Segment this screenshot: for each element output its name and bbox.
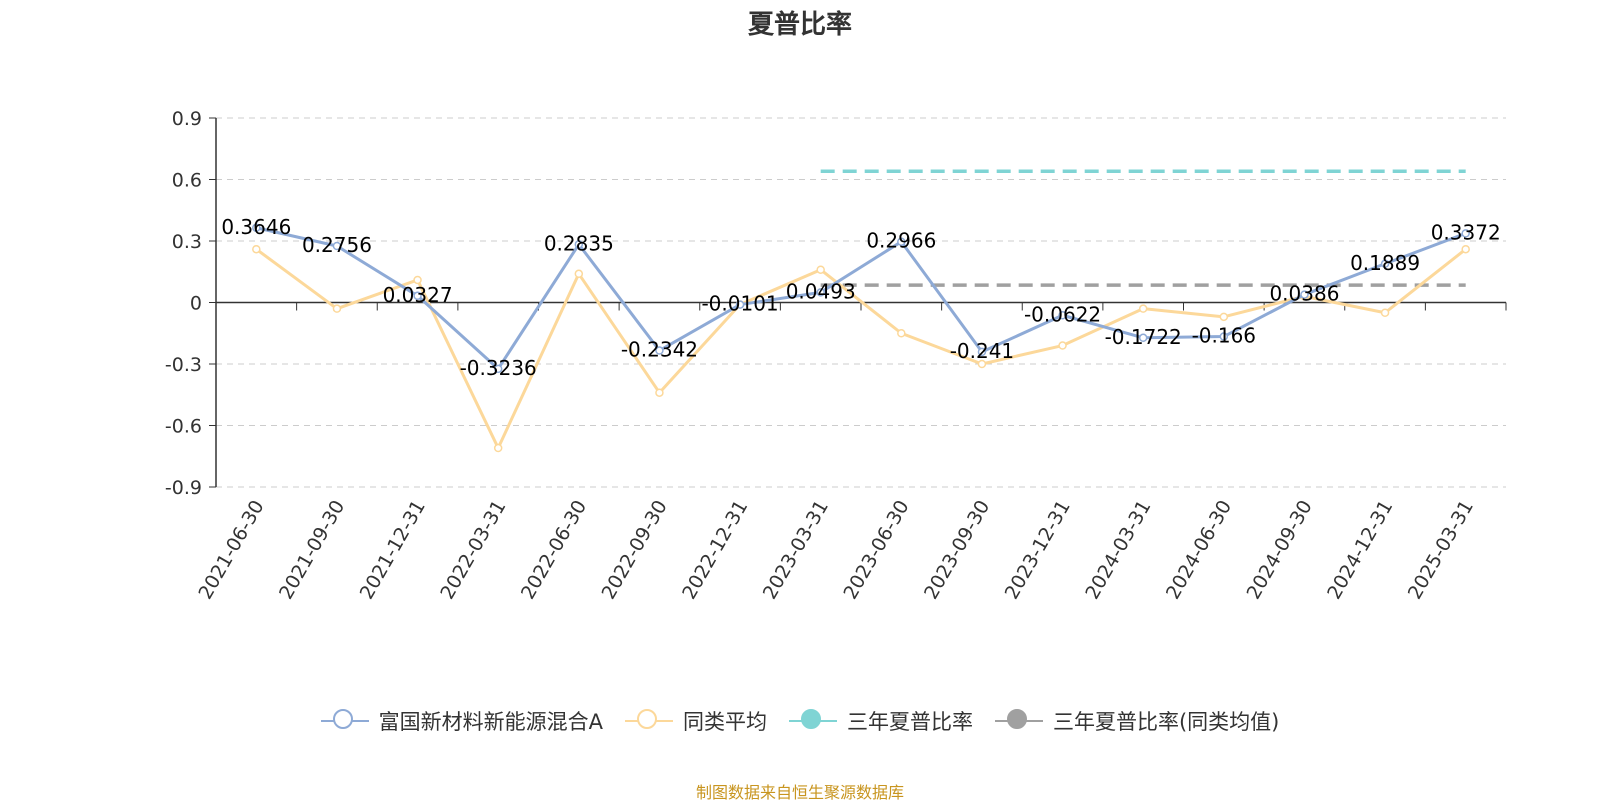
data-label: 0.3372	[1431, 220, 1501, 244]
x-tick-label: 2021-06-30	[194, 497, 268, 604]
data-point	[977, 359, 987, 369]
legend-item-fund[interactable]: 富国新材料新能源混合A	[320, 706, 603, 736]
data-point	[413, 291, 422, 301]
legend-label-fund: 富国新材料新能源混合A	[378, 710, 603, 734]
data-point	[574, 240, 584, 249]
x-tick-label: 2024-06-30	[1162, 497, 1236, 604]
data-point	[1380, 308, 1390, 317]
data-label: 0.2835	[544, 231, 614, 255]
y-tick-label: 0	[190, 293, 202, 315]
x-tick-label: 2021-09-30	[275, 497, 349, 604]
x-tick-label: 2025-03-31	[1404, 497, 1478, 604]
data-point	[1138, 304, 1148, 313]
data-point	[735, 300, 745, 309]
data-point	[1058, 341, 1067, 350]
series-line	[255, 226, 1467, 371]
legend: 富国新材料新能源混合A 同类平均 三年夏普比率 三年夏普比率(同类均值)	[0, 706, 1600, 736]
data-point	[1300, 290, 1309, 299]
data-labels-layer: 0.36460.27560.0327-0.32360.2835-0.2342-0…	[221, 215, 1500, 380]
data-point	[493, 364, 503, 374]
y-tick-label: 0.9	[172, 108, 202, 130]
data-point	[655, 346, 664, 355]
data-point	[1219, 332, 1229, 341]
data-point	[1461, 229, 1470, 238]
x-tick-label: 2024-12-31	[1323, 497, 1397, 604]
reference-lines-layer	[820, 169, 1466, 287]
data-point	[655, 388, 664, 397]
x-tick-label: 2022-03-31	[436, 497, 510, 604]
data-label: -0.241	[950, 339, 1014, 363]
series-layer	[252, 223, 1470, 453]
grid-layer	[216, 117, 1506, 488]
legend-label-peer-average: 同类平均	[682, 710, 767, 734]
legend-item-peer-average[interactable]: 同类平均	[624, 706, 767, 736]
y-tick-label: -0.9	[165, 477, 202, 499]
y-tick-label: 0.6	[172, 170, 202, 192]
data-label: 0.2756	[302, 233, 372, 257]
data-point	[252, 244, 261, 254]
data-point	[1219, 312, 1229, 322]
legend-label-three-year-sharpe-peer: 三年夏普比率(同类均值)	[1052, 710, 1280, 734]
legend-label-three-year-sharpe: 三年夏普比率	[846, 710, 973, 734]
y-tick-label: 0.3	[172, 231, 202, 253]
data-point	[1058, 311, 1067, 320]
data-point	[574, 269, 584, 279]
data-label: -0.1722	[1105, 325, 1182, 349]
x-tick-label: 2023-12-31	[1001, 497, 1075, 604]
data-label: 0.1889	[1350, 251, 1420, 275]
data-point	[816, 288, 825, 297]
chart-title: 夏普比率	[747, 10, 852, 40]
y-tick-label: -0.6	[165, 416, 202, 438]
data-point	[332, 304, 342, 313]
data-point	[493, 443, 503, 453]
legend-marker-fund	[320, 708, 369, 734]
x-tick-label: 2022-12-31	[678, 497, 752, 604]
data-label: 0.2966	[866, 229, 936, 253]
data-point	[897, 329, 906, 338]
data-label: 0.3646	[221, 215, 291, 239]
data-label: -0.0622	[1024, 302, 1101, 326]
data-point	[413, 275, 422, 285]
data-point	[1461, 244, 1470, 254]
data-point	[332, 241, 342, 251]
data-label: -0.3236	[460, 356, 537, 380]
data-point	[252, 223, 261, 233]
data-point	[977, 347, 987, 357]
data-point	[816, 265, 825, 274]
data-label: 0.0493	[786, 279, 856, 303]
x-tick-label: 2022-06-30	[517, 497, 591, 604]
data-point	[897, 237, 906, 246]
data-label: 0.0327	[383, 283, 453, 307]
x-tick-label: 2023-09-30	[920, 497, 994, 604]
legend-marker-peer-average	[624, 708, 673, 734]
data-label: -0.2342	[621, 338, 698, 362]
y-tick-label: -0.3	[165, 354, 202, 376]
x-tick-label: 2023-06-30	[839, 497, 913, 604]
x-tick-label: 2022-09-30	[598, 497, 672, 604]
data-label: 0.0386	[1269, 282, 1339, 306]
legend-marker-three-year-sharpe	[788, 708, 837, 734]
data-point	[1138, 333, 1148, 343]
data-point	[1380, 259, 1390, 269]
legend-marker-three-year-sharpe-peer	[994, 708, 1043, 734]
legend-item-three-year-sharpe[interactable]: 三年夏普比率	[788, 706, 973, 736]
legend-item-three-year-sharpe-peer[interactable]: 三年夏普比率(同类均值)	[994, 706, 1280, 736]
series-line	[255, 247, 1467, 450]
source-note: 制图数据来自恒生聚源数据库	[695, 783, 904, 802]
data-label: -0.0101	[701, 292, 778, 316]
x-tick-label: 2024-09-30	[1243, 497, 1317, 604]
data-label: -0.166	[1192, 324, 1256, 348]
x-tick-label: 2021-12-31	[356, 497, 430, 604]
x-tick-label: 2023-03-31	[759, 497, 833, 604]
x-tick-label: 2024-03-31	[1081, 497, 1155, 604]
